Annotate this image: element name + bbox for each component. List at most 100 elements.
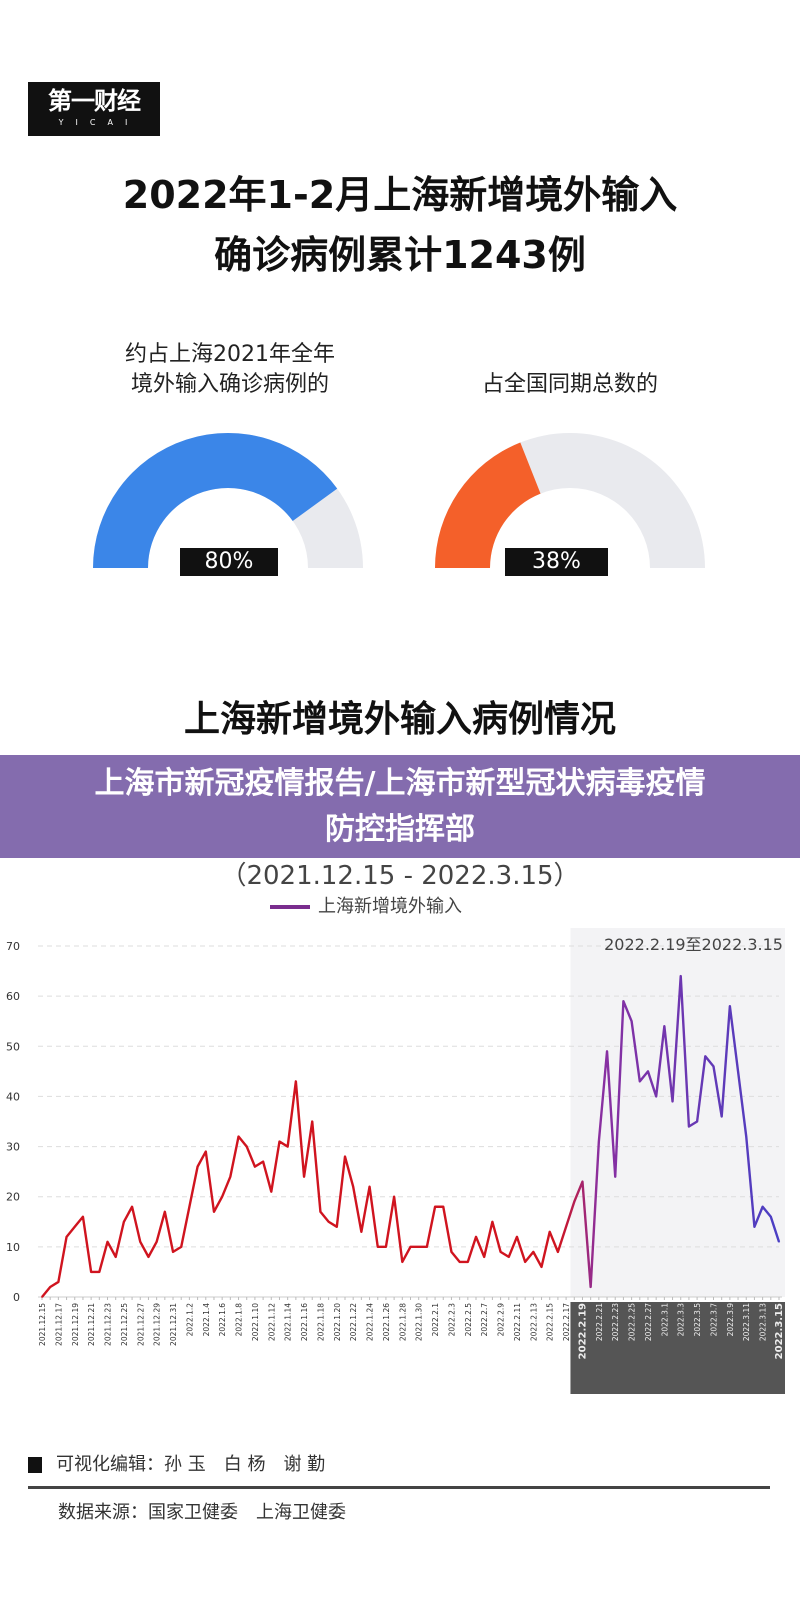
x-tick-label: 2022.1.16	[300, 1303, 309, 1341]
x-tick-label: 2022.2.21	[595, 1303, 604, 1341]
gauge-1-fill	[93, 433, 338, 568]
gauge-1-value: 80%	[180, 548, 278, 576]
data-point	[770, 1215, 772, 1218]
data-source: 数据来源：国家卫健委 上海卫健委	[58, 1502, 346, 1523]
data-point	[442, 1205, 445, 1208]
x-tick-label: 2022.3.5	[693, 1303, 702, 1337]
x-tick-label: 2022.2.19	[577, 1303, 588, 1359]
line-chart: 0 10 20 30 40 50 60 70 2022.2.19至2022.3.15 2021.1…	[6, 928, 785, 1394]
square-bullet-icon	[28, 1457, 42, 1473]
data-point	[368, 1185, 371, 1188]
data-point	[507, 1256, 510, 1258]
data-point	[221, 1195, 223, 1198]
data-point	[557, 1251, 559, 1253]
data-point	[311, 1120, 314, 1123]
data-point	[638, 1080, 641, 1083]
main-title-line2: 确诊病例累计1243例	[214, 233, 586, 277]
gauge-2-fill	[435, 442, 541, 568]
gauge-1-label: 约占上海2021年全年 境外输入确诊病例的	[70, 340, 390, 400]
data-point	[720, 1115, 723, 1118]
editors-credit: 可视化编辑：孙 玉 白 杨 谢 勤	[28, 1450, 325, 1476]
x-tick-label: 2021.12.17	[54, 1303, 63, 1346]
data-point	[614, 1175, 617, 1178]
data-point	[516, 1236, 518, 1238]
x-tick-label: 2022.2.15	[546, 1303, 555, 1341]
y-tick-label: 70	[6, 940, 20, 953]
x-tick-label: 2022.1.6	[218, 1303, 227, 1337]
data-point	[49, 1286, 51, 1288]
x-tick-label: 2022.1.14	[284, 1303, 293, 1341]
x-tick-label: 2022.1.8	[235, 1303, 244, 1337]
x-tick-label: 2021.12.19	[71, 1303, 80, 1346]
data-point	[41, 1296, 43, 1298]
x-tick-label: 2022.3.11	[742, 1303, 751, 1341]
data-point	[426, 1246, 428, 1248]
x-tick-label: 2022.2.1	[431, 1303, 440, 1337]
data-point	[286, 1145, 289, 1148]
data-point	[327, 1220, 330, 1223]
data-point	[213, 1210, 215, 1213]
data-point	[409, 1246, 412, 1248]
data-point	[524, 1261, 526, 1263]
x-tick-label: 2022.1.20	[333, 1303, 342, 1341]
highlight-axis-band	[570, 1302, 785, 1394]
data-point	[671, 1100, 674, 1103]
x-tick-label: 2022.1.12	[267, 1303, 276, 1341]
x-tick-label: 2022.1.10	[251, 1303, 260, 1341]
data-point	[262, 1160, 264, 1163]
data-point	[196, 1165, 199, 1168]
data-point	[761, 1205, 764, 1208]
section-title: 上海新增境外输入病例情况	[183, 699, 616, 740]
x-tick-label: 2022.2.23	[611, 1303, 620, 1341]
x-tick-label: 2022.1.26	[382, 1303, 391, 1341]
data-point	[548, 1231, 551, 1233]
data-point	[483, 1256, 486, 1258]
data-point	[303, 1175, 305, 1178]
data-point	[393, 1195, 395, 1198]
overlay-banner: 上海市新冠疫情报告/上海市新型冠状病毒疫情 防控指挥部	[0, 755, 800, 858]
x-tick-label: 2022.1.30	[415, 1303, 424, 1341]
logo-subtext: YICAI	[58, 118, 140, 127]
x-tick-label: 2021.12.29	[153, 1303, 162, 1346]
data-point	[417, 1246, 420, 1248]
data-point	[90, 1271, 92, 1273]
legend-line-swatch	[270, 905, 310, 909]
data-point	[581, 1180, 584, 1183]
gauge-1-label-line1: 约占上海2021年全年	[125, 342, 335, 367]
data-point	[598, 1140, 600, 1143]
data-point	[434, 1205, 436, 1208]
x-tick-label: 2022.3.7	[709, 1303, 718, 1337]
gauge-2-label-line1	[410, 340, 730, 370]
x-tick-label: 2021.12.25	[120, 1303, 129, 1346]
x-tick-label: 2022.2.7	[480, 1303, 489, 1337]
chart-subtitle: （2021.12.15 - 2022.3.15）	[220, 861, 580, 891]
gauge-2-value: 38%	[505, 548, 608, 576]
data-point	[254, 1165, 256, 1168]
data-point	[491, 1220, 494, 1223]
highlight-region	[570, 928, 785, 1297]
data-point	[270, 1190, 273, 1193]
data-point	[450, 1251, 453, 1253]
data-point	[139, 1241, 142, 1243]
y-tick-label: 10	[6, 1241, 20, 1254]
banner-line2: 防控指挥部	[325, 812, 475, 847]
data-point	[655, 1095, 657, 1098]
logo-text: 第一财经	[48, 87, 141, 115]
highlight-label: 2022.2.19至2022.3.15	[604, 935, 783, 954]
data-point	[499, 1251, 502, 1253]
x-tick-label: 2022.3.13	[759, 1303, 768, 1341]
data-point	[458, 1261, 461, 1263]
data-point	[131, 1205, 133, 1208]
y-tick-label: 20	[6, 1191, 20, 1204]
data-point	[778, 1241, 780, 1243]
data-point	[385, 1246, 387, 1248]
x-tick-label: 2021.12.21	[87, 1303, 96, 1346]
y-tick-label: 0	[13, 1291, 20, 1304]
y-tick-label: 30	[6, 1141, 20, 1154]
data-point	[688, 1125, 690, 1128]
data-point	[172, 1251, 174, 1253]
x-tick-label: 2022.1.22	[349, 1303, 358, 1341]
legend-label: 上海新增境外输入	[318, 896, 462, 917]
x-tick-label: 2022.2.3	[447, 1303, 456, 1337]
chart-legend: 上海新增境外输入	[270, 896, 462, 918]
